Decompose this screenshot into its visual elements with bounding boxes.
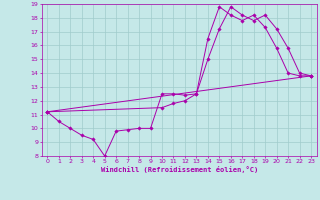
X-axis label: Windchill (Refroidissement éolien,°C): Windchill (Refroidissement éolien,°C): [100, 166, 258, 173]
